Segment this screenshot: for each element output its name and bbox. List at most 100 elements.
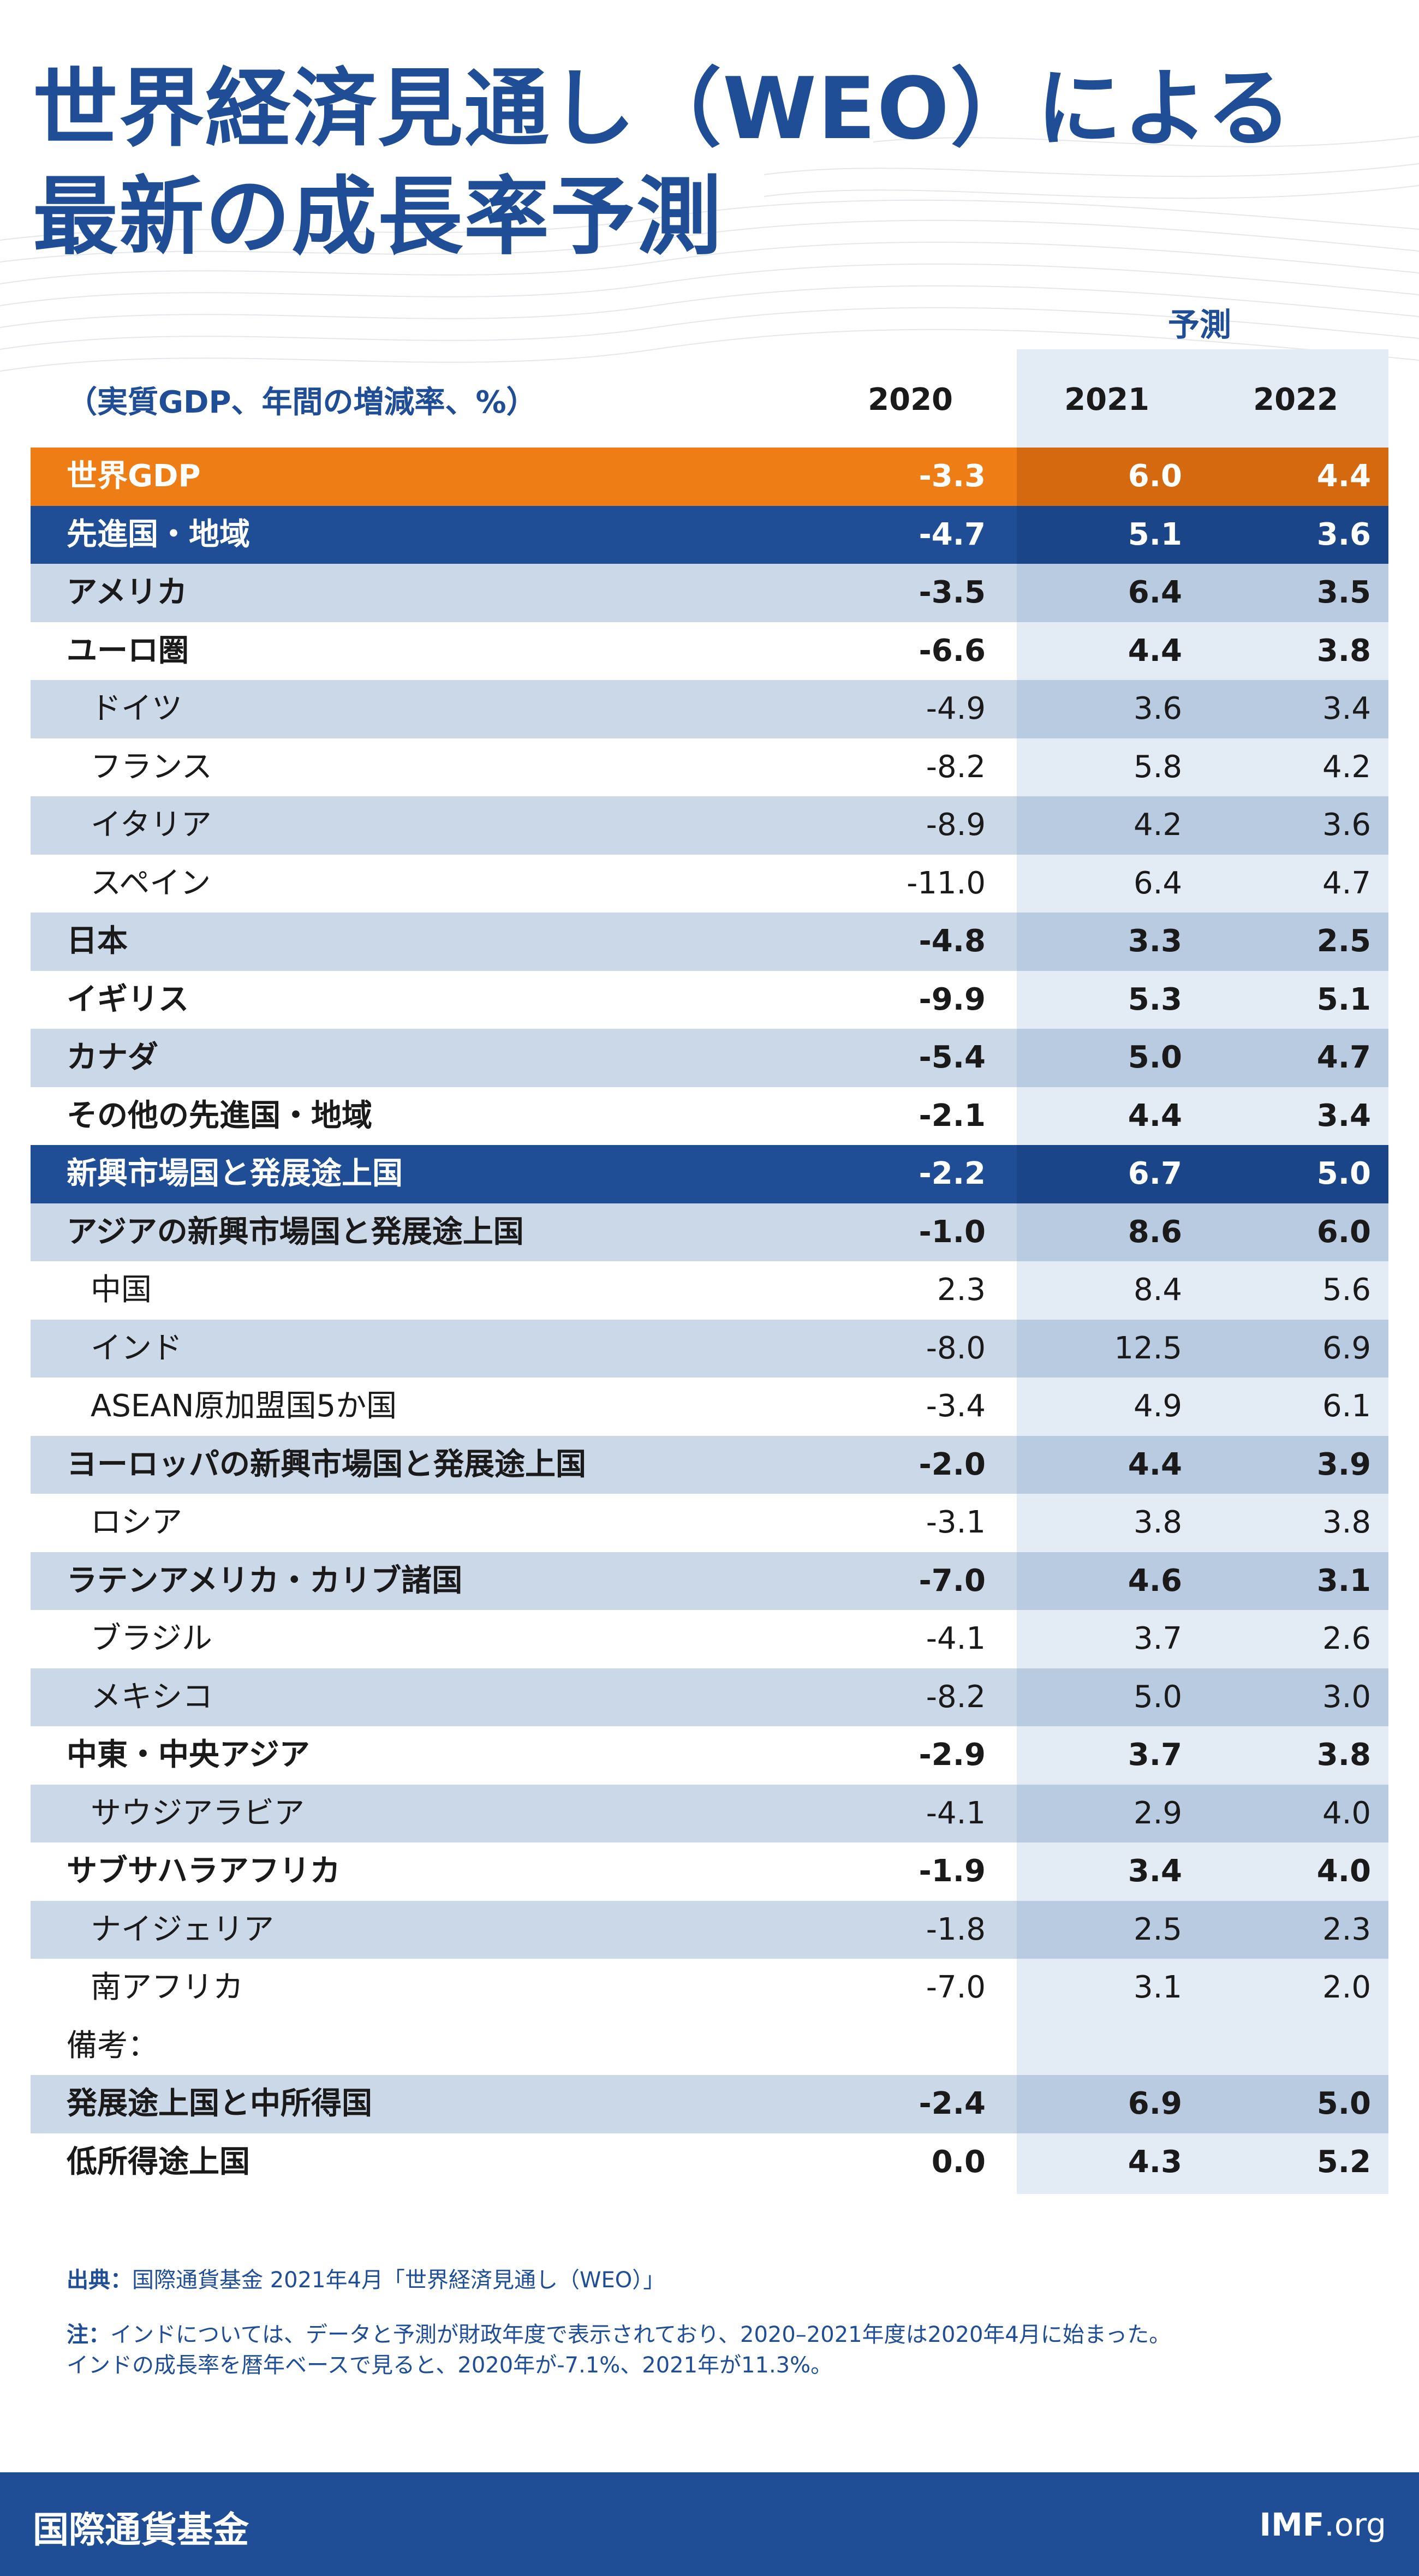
row-label: 日本 [67,923,128,959]
value-cell-2020: -4.8 [919,923,986,959]
value-cell-2022: 4.4 [1316,458,1371,494]
table-row: スペイン -11.0 6.4 4.7 [31,855,1388,913]
value-cell-2021: 6.4 [1128,575,1182,610]
value-cell-2020: -6.6 [919,633,986,669]
value-cell-2020: -1.8 [926,1911,986,1947]
background-mesh-pattern [0,136,1419,372]
table-row: ナイジェリア -1.8 2.5 2.3 [31,1900,1388,1959]
growth-forecast-table: 世界GDP -3.3 6.0 4.4 先進国・地域 -4.7 5.1 3.6 アメリカ -3.5 6… [31,448,1388,2191]
table-row: サブサハラアフリカ -1.9 3.4 4.0 [31,1842,1388,1901]
value-cell-2020: -4.1 [926,1795,986,1831]
footnotes: 出典：国際通貨基金 2021年4月「世界経済見通し（WEO）」 注：インドについ… [67,2265,1171,2405]
value-cell-2020: -8.9 [926,807,986,843]
table-row: 南アフリカ -7.0 3.1 2.0 [31,1959,1388,2017]
row-label: 発展途上国と中所得国 [67,2086,372,2121]
value-cell-2022: 4.2 [1322,749,1371,785]
value-cell-2021: 8.4 [1133,1272,1182,1308]
value-cell-2022: 5.1 [1316,981,1371,1017]
row-label: フランス [91,749,212,785]
value-cell-2020: -7.0 [919,1563,986,1599]
value-cell-2020: -5.4 [919,1040,986,1075]
row-label: カナダ [67,1040,158,1075]
table-row: 中国 2.3 8.4 5.6 [31,1261,1388,1320]
forecast-cell-shading [1017,2075,1388,2133]
table-row: インド -8.0 12.5 6.9 [31,1319,1388,1378]
row-label: サブサハラアフリカ [67,1853,341,1889]
footer-site-link[interactable]: IMF.org [1260,2506,1387,2543]
table-row: アメリカ -3.5 6.4 3.5 [31,564,1388,622]
row-label: 中国 [91,1272,152,1308]
title-line-2: 最新の成長率予測 [33,167,723,266]
table-row: 世界GDP -3.3 6.0 4.4 [31,448,1388,506]
value-cell-2022: 5.2 [1316,2144,1371,2180]
value-cell-2020: -4.9 [926,691,986,726]
value-cell-2021: 4.6 [1128,1563,1182,1599]
value-cell-2022: 3.1 [1316,1563,1371,1599]
value-cell-2020: -2.9 [919,1737,986,1773]
table-row: ブラジル -4.1 3.7 2.6 [31,1610,1388,1668]
source-note: 出典：国際通貨基金 2021年4月「世界経済見通し（WEO）」 [67,2265,1171,2295]
forecast-cell-shading [1017,1668,1388,1726]
value-cell-2020: -1.0 [919,1214,986,1250]
row-label: ナイジェリア [91,1911,274,1947]
row-label: ブラジル [91,1621,212,1656]
value-cell-2021: 5.1 [1128,516,1182,552]
value-cell-2020: -2.0 [919,1446,986,1482]
value-cell-2020: -9.9 [919,981,986,1017]
row-label: ヨーロッパの新興市場国と発展途上国 [67,1446,586,1482]
table-row: 低所得途上国 0.0 4.3 5.2 [31,2133,1388,2192]
value-cell-2022: 3.8 [1316,633,1371,669]
value-cell-2021: 5.0 [1133,1679,1182,1715]
forecast-cell-shading [1017,1145,1388,1203]
forecast-cell-shading [1017,505,1388,564]
value-cell-2022: 6.9 [1322,1330,1371,1366]
value-cell-2020: 2.3 [937,1272,986,1308]
row-label: アメリカ [67,575,188,610]
table-row: イギリス -9.9 5.3 5.1 [31,971,1388,1029]
footer-organization: 国際通貨基金 [33,2509,249,2551]
row-label: アジアの新興市場国と発展途上国 [67,1214,524,1250]
value-cell-2021: 12.5 [1114,1330,1182,1366]
value-cell-2022: 6.1 [1322,1388,1371,1424]
value-cell-2021: 3.6 [1133,691,1182,726]
value-cell-2021: 2.5 [1133,1911,1182,1947]
value-cell-2020: -3.4 [926,1388,986,1424]
value-cell-2022: 3.5 [1316,575,1371,610]
value-cell-2020: -3.1 [926,1505,986,1540]
forecast-cell-shading [1017,564,1388,622]
value-cell-2020: -8.2 [926,749,986,785]
table-row: ドイツ -4.9 3.6 3.4 [31,680,1388,738]
value-cell-2021: 5.3 [1128,981,1182,1017]
column-header-2022: 2022 [1253,382,1338,418]
row-label: ASEAN原加盟国5か国 [91,1388,397,1424]
forecast-cell-shading [1017,1319,1388,1378]
value-cell-2021: 3.1 [1133,1970,1182,2005]
value-cell-2021: 5.0 [1128,1040,1182,1075]
value-cell-2020: -2.2 [919,1156,986,1191]
forecast-cell-shading [1017,680,1388,738]
row-label: サウジアラビア [91,1795,305,1831]
forecast-cell-shading [1017,1029,1388,1087]
value-cell-2020: -3.3 [919,458,986,494]
row-label: 備考： [67,2028,158,2064]
value-cell-2021: 3.3 [1128,923,1182,959]
forecast-cell-shading [1017,1552,1388,1610]
table-row: 発展途上国と中所得国 -2.4 6.9 5.0 [31,2075,1388,2133]
table-row: ロシア -3.1 3.8 3.8 [31,1494,1388,1552]
forecast-cell-shading [1017,1784,1388,1842]
value-cell-2022: 2.0 [1322,1970,1371,2005]
value-cell-2020: -8.2 [926,1679,986,1715]
row-label: ロシア [91,1505,182,1540]
value-cell-2021: 8.6 [1128,1214,1182,1250]
value-cell-2022: 2.6 [1322,1621,1371,1656]
table-row: サウジアラビア -4.1 2.9 4.0 [31,1784,1388,1842]
value-cell-2021: 3.7 [1128,1737,1182,1773]
value-cell-2022: 3.6 [1316,516,1371,552]
forecast-cell-shading [1017,913,1388,971]
value-cell-2020: -1.9 [919,1853,986,1889]
value-cell-2020: -2.1 [919,1098,986,1134]
value-cell-2022: 4.0 [1322,1795,1371,1831]
value-cell-2020: -2.4 [919,2086,986,2121]
value-cell-2022: 3.9 [1316,1446,1371,1482]
value-cell-2021: 3.8 [1133,1505,1182,1540]
